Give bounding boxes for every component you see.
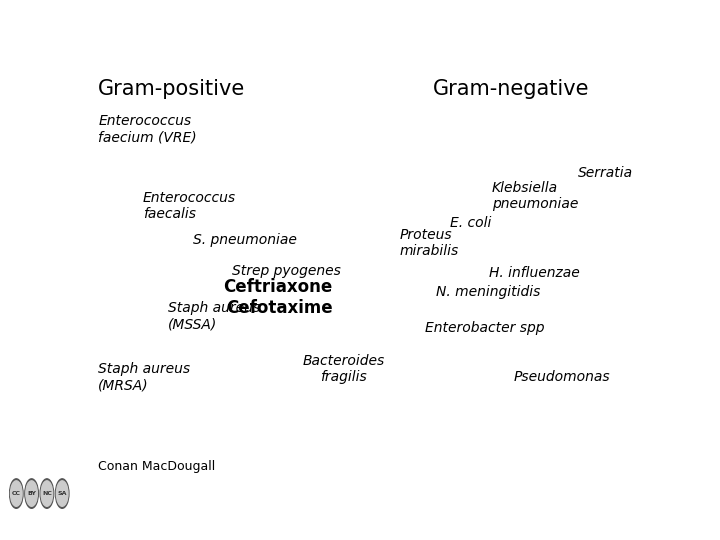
Text: Enterococcus
faecium (VRE): Enterococcus faecium (VRE) [99,114,197,144]
Text: BY: BY [27,491,36,496]
Text: Ceftriaxone
Cefotaxime: Ceftriaxone Cefotaxime [223,278,333,317]
Circle shape [55,479,69,508]
Text: CC: CC [12,491,21,496]
Text: Gram-positive: Gram-positive [99,79,246,99]
Text: Serratia: Serratia [578,166,634,180]
Circle shape [56,481,68,507]
Circle shape [40,479,53,508]
Text: S. pneumoniae: S. pneumoniae [193,233,297,247]
Text: N. meningitidis: N. meningitidis [436,285,540,299]
Text: Strep pyogenes: Strep pyogenes [233,264,341,278]
Circle shape [26,481,37,507]
Text: Proteus
mirabilis: Proteus mirabilis [400,228,459,258]
Text: Klebsiella
pneumoniae: Klebsiella pneumoniae [492,181,578,211]
Text: Conan MacDougall: Conan MacDougall [99,460,215,473]
Text: NC: NC [42,491,52,496]
Circle shape [9,479,23,508]
Text: Gram-negative: Gram-negative [433,79,590,99]
Text: E. coli: E. coli [450,216,491,230]
Text: Enterobacter spp: Enterobacter spp [425,321,544,335]
Text: Pseudomonas: Pseudomonas [514,370,611,383]
Text: SA: SA [58,491,67,496]
Circle shape [25,479,38,508]
Circle shape [41,481,53,507]
Text: Enterococcus
faecalis: Enterococcus faecalis [143,191,236,221]
Text: H. influenzae: H. influenzae [489,266,580,280]
Text: Staph aureus
(MRSA): Staph aureus (MRSA) [99,362,191,393]
Text: Staph aureus
(MSSA): Staph aureus (MSSA) [168,301,260,332]
Text: Bacteroides
fragilis: Bacteroides fragilis [303,354,385,384]
Circle shape [11,481,22,507]
